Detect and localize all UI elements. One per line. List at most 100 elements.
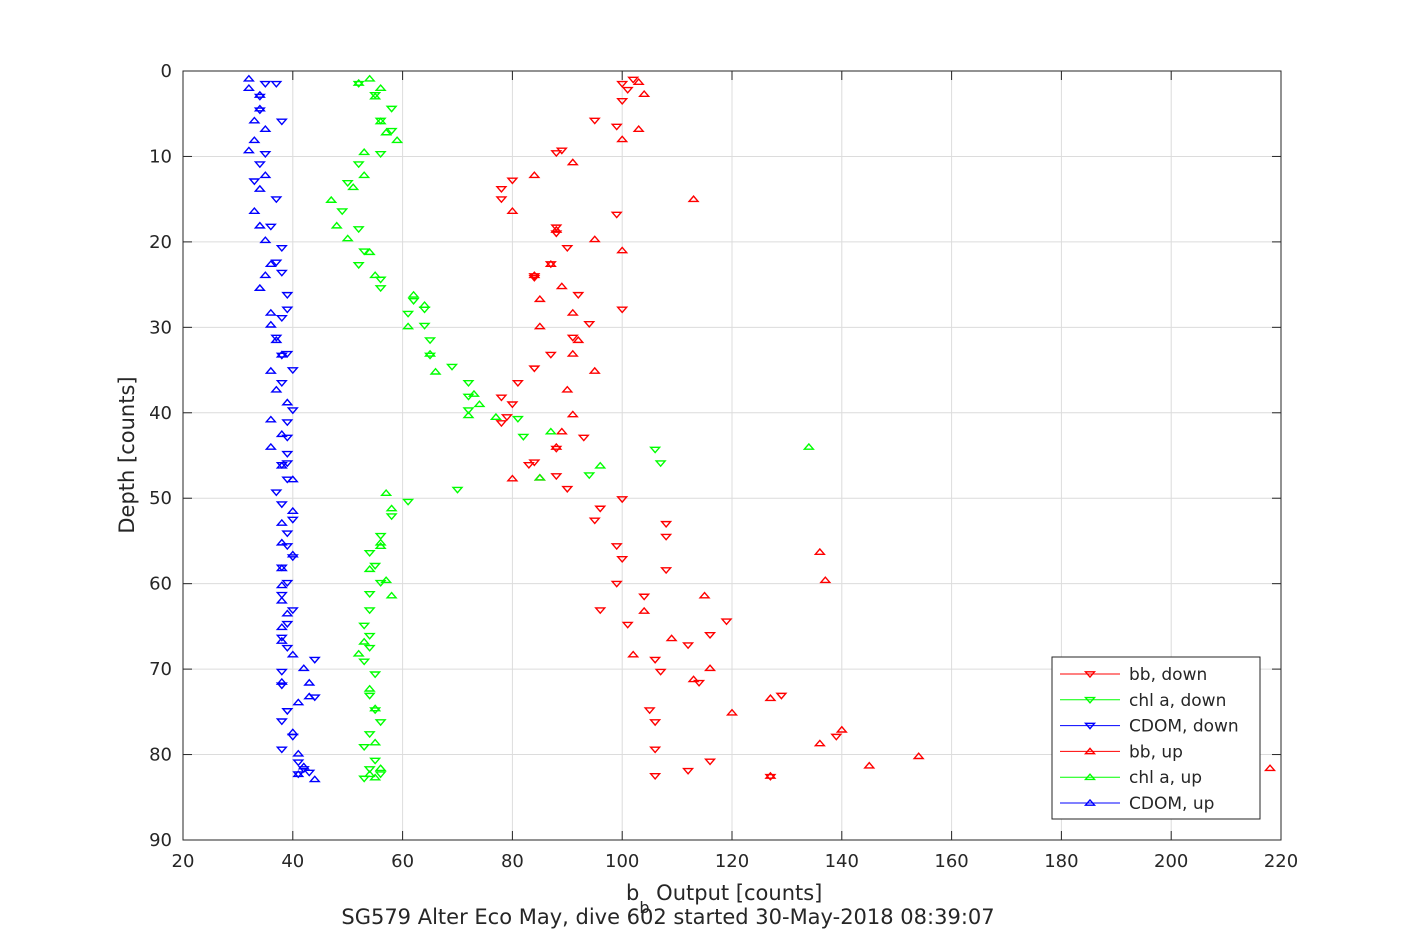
data-point: [286, 506, 299, 514]
data-point: [835, 725, 848, 733]
data-point: [495, 196, 508, 204]
legend-entry: CDOM, down: [1060, 717, 1239, 737]
data-point: [577, 434, 590, 442]
data-point: [506, 177, 519, 185]
data-point: [264, 320, 277, 328]
data-point: [369, 562, 382, 570]
data-point: [391, 136, 404, 144]
data-point: [704, 632, 717, 640]
data-point: [286, 367, 299, 375]
data-point: [292, 770, 305, 778]
data-point: [616, 306, 629, 314]
data-point: [281, 434, 294, 442]
data-point: [374, 150, 387, 158]
data-point: [566, 158, 579, 166]
data-point: [292, 749, 305, 757]
data-point: [270, 336, 283, 344]
data-point: [528, 365, 541, 373]
data-point: [275, 746, 288, 754]
data-point: [528, 271, 541, 279]
data-point: [561, 244, 574, 252]
data-point: [363, 74, 376, 82]
data-point: [566, 334, 579, 342]
data-point: [253, 221, 266, 229]
data-point: [572, 291, 585, 299]
data-point: [270, 80, 283, 88]
data-point: [665, 634, 678, 642]
data-point: [380, 576, 393, 584]
data-point: [594, 607, 607, 615]
data-point: [259, 236, 272, 244]
data-point: [281, 419, 294, 427]
y-tick-label: 50: [149, 488, 172, 509]
data-point: [358, 775, 371, 783]
data-point: [358, 637, 371, 645]
x-tick-label: 20: [172, 851, 195, 872]
legend-marker: [1083, 722, 1097, 730]
data-point: [649, 719, 662, 727]
data-point: [588, 117, 601, 125]
data-point: [358, 743, 371, 751]
data-point: [369, 738, 382, 746]
legend-label: CDOM, down: [1129, 717, 1239, 737]
data-point: [912, 752, 925, 760]
data-point: [281, 620, 294, 628]
data-point: [275, 591, 288, 599]
data-point: [429, 367, 442, 375]
data-point: [682, 642, 695, 650]
data-point: [704, 758, 717, 766]
data-point: [281, 291, 294, 299]
data-point: [275, 315, 288, 323]
data-point: [638, 89, 651, 97]
data-point: [336, 208, 349, 216]
data-point: [275, 518, 288, 526]
data-point: [275, 623, 288, 631]
data-point: [341, 180, 354, 188]
axis-ticks: 20 40 60 80 100 120 140 160 180 200 220 0 10 20 30 40 50…: [149, 61, 1298, 872]
data-point: [495, 185, 508, 194]
data-point: [374, 771, 387, 779]
legend-entry: chl a, down: [1060, 691, 1226, 711]
data-point: [248, 116, 261, 124]
legend-box: [1051, 656, 1261, 820]
data-point: [259, 271, 272, 279]
data-point: [358, 171, 371, 179]
data-point: [813, 547, 826, 555]
data-point: [281, 708, 294, 716]
data-point: [588, 517, 601, 525]
data-point: [286, 650, 299, 658]
data-point: [517, 433, 530, 441]
data-point: [616, 135, 629, 143]
data-point: [297, 664, 310, 672]
legend: bb, down chl a, down CDOM, down bb, up chl a…: [1051, 656, 1261, 820]
data-point: [275, 461, 288, 469]
data-layer: [242, 74, 1277, 783]
data-point: [308, 656, 321, 664]
data-point: [275, 430, 288, 438]
y-tick-label: 0: [161, 61, 172, 82]
data-point: [330, 221, 343, 229]
data-point: [264, 366, 277, 374]
data-point: [511, 379, 524, 387]
data-point: [264, 223, 277, 231]
data-point: [550, 225, 563, 233]
data-point: [363, 632, 376, 640]
data-point: [275, 501, 288, 509]
data-point: [649, 772, 662, 781]
data-point: [627, 76, 640, 84]
data-point: [802, 442, 815, 450]
data-point: [583, 320, 596, 329]
data-point: [303, 692, 316, 700]
x-axis-label-rest: Output [counts]: [650, 881, 823, 905]
data-point: [275, 596, 288, 604]
data-point: [242, 146, 255, 154]
y-axis-label: Depth [counts]: [115, 376, 139, 533]
data-point: [522, 461, 535, 470]
data-point: [369, 671, 382, 679]
legend-marker: [1083, 798, 1097, 806]
data-point: [286, 728, 299, 736]
data-point: [363, 684, 376, 692]
data-point: [550, 224, 563, 232]
data-point: [275, 682, 288, 690]
y-tick-label: 80: [149, 745, 172, 766]
